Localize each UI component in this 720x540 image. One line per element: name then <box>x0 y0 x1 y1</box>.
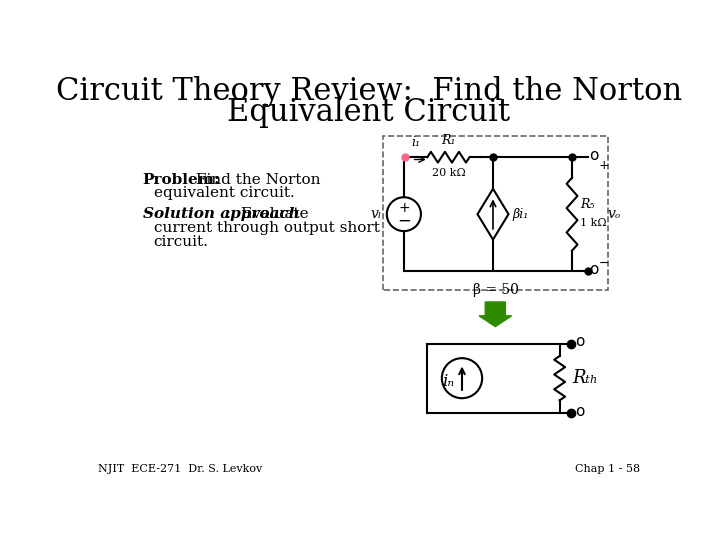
Circle shape <box>387 197 421 231</box>
Polygon shape <box>479 302 512 327</box>
Circle shape <box>442 358 482 398</box>
Text: Rₜₕ: Rₜₕ <box>572 369 598 387</box>
Text: 20 kΩ: 20 kΩ <box>431 168 465 178</box>
Text: o: o <box>575 404 585 419</box>
Text: Circuit Theory Review:  Find the Norton: Circuit Theory Review: Find the Norton <box>56 76 682 107</box>
Text: R₁: R₁ <box>441 134 456 147</box>
Text: Equivalent Circuit: Equivalent Circuit <box>228 97 510 128</box>
Text: +: + <box>398 201 410 215</box>
Text: Find the Norton: Find the Norton <box>191 173 320 187</box>
Text: −: − <box>598 256 609 269</box>
Text: Solution approach: Solution approach <box>143 207 300 221</box>
Text: :  Evaluate: : Evaluate <box>226 207 309 221</box>
Text: βi₁: βi₁ <box>513 208 528 221</box>
Text: −: − <box>397 212 411 230</box>
Text: R₅: R₅ <box>580 198 594 212</box>
Text: β = 50: β = 50 <box>473 284 518 298</box>
Text: current through output short: current through output short <box>153 221 379 235</box>
Text: +: + <box>598 159 609 172</box>
Text: o: o <box>589 262 598 277</box>
Text: vₒ: vₒ <box>608 207 621 221</box>
Text: iₙ: iₙ <box>442 373 454 390</box>
Text: vₗ: vₗ <box>371 207 382 221</box>
Text: Problem:: Problem: <box>143 173 220 187</box>
Text: o: o <box>575 334 585 349</box>
Text: equivalent circuit.: equivalent circuit. <box>153 186 294 200</box>
Text: o: o <box>589 148 598 163</box>
Text: Chap 1 - 58: Chap 1 - 58 <box>575 464 640 475</box>
Text: circuit.: circuit. <box>153 235 208 249</box>
Polygon shape <box>477 189 508 240</box>
Text: 1 kΩ: 1 kΩ <box>580 218 606 228</box>
Text: i₁: i₁ <box>412 137 420 150</box>
Text: NJIT  ECE-271  Dr. S. Levkov: NJIT ECE-271 Dr. S. Levkov <box>98 464 262 475</box>
